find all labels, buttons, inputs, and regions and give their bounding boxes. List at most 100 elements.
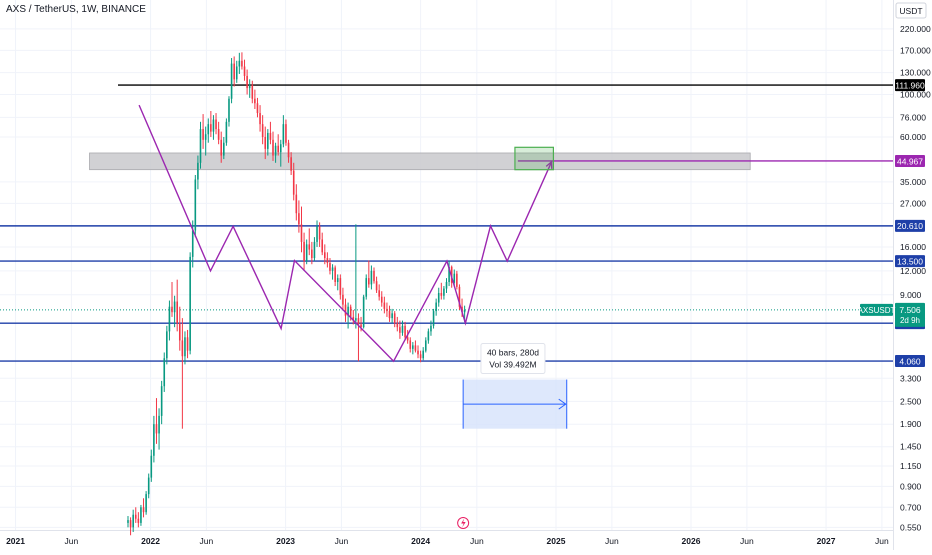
candle-body bbox=[412, 345, 414, 349]
candle-body bbox=[349, 306, 352, 317]
candle-body bbox=[145, 494, 147, 513]
candle-body bbox=[391, 313, 393, 319]
time-tick-label: Jun bbox=[335, 536, 349, 546]
candle-body bbox=[189, 256, 191, 351]
candle-body bbox=[378, 290, 380, 297]
candle-body bbox=[308, 244, 311, 250]
candle-body bbox=[380, 296, 383, 303]
price-tick-label: 3.300 bbox=[900, 373, 922, 383]
candle-body bbox=[246, 75, 248, 89]
candle-body bbox=[160, 386, 163, 416]
price-tick-label: 0.700 bbox=[900, 502, 922, 512]
candle-body bbox=[323, 252, 326, 259]
candle-body bbox=[321, 239, 324, 253]
candle-body bbox=[445, 281, 448, 289]
candle-body bbox=[217, 129, 220, 140]
symbol-title[interactable]: AXS / TetherUS, 1W, BINANCE bbox=[6, 4, 146, 15]
candle-body bbox=[191, 230, 194, 257]
price-tick-label: 100.000 bbox=[900, 89, 931, 99]
measure-label-box bbox=[480, 343, 546, 375]
candle-body bbox=[383, 302, 386, 309]
price-tick-label: 27.000 bbox=[900, 198, 926, 208]
candle-body bbox=[331, 267, 334, 271]
candle-body bbox=[204, 134, 207, 140]
level-price-tag bbox=[895, 79, 925, 92]
pattern-path[interactable] bbox=[138, 104, 553, 363]
candle-body bbox=[360, 324, 362, 328]
candle-body bbox=[168, 306, 171, 332]
candle-body bbox=[295, 194, 298, 214]
candle-body bbox=[285, 124, 287, 143]
candle-body bbox=[373, 270, 375, 282]
price-tick-label: 16.000 bbox=[900, 242, 926, 252]
candle-body bbox=[316, 226, 318, 242]
candle-body bbox=[404, 325, 406, 338]
candle-body bbox=[215, 119, 217, 130]
time-tick-label: 2021 bbox=[6, 536, 25, 546]
candle-body bbox=[422, 350, 424, 359]
candle-body bbox=[355, 318, 357, 321]
candle-body bbox=[370, 270, 373, 285]
candle-body bbox=[386, 308, 388, 312]
time-tick-label: 2023 bbox=[276, 536, 295, 546]
candle-body bbox=[199, 129, 202, 163]
candle-body bbox=[311, 249, 313, 259]
level-price-label: 20.610 bbox=[897, 221, 923, 231]
candle-body bbox=[142, 507, 145, 513]
lightning-icon-glyph bbox=[461, 518, 466, 528]
target-box[interactable] bbox=[514, 146, 555, 171]
candle-body bbox=[344, 304, 347, 316]
candle-body bbox=[184, 337, 186, 357]
time-tick-label: Jun bbox=[605, 536, 619, 546]
candle-body bbox=[417, 350, 419, 355]
candle-body bbox=[202, 129, 204, 140]
price-tick-label: 1.450 bbox=[900, 442, 922, 452]
candle-body bbox=[463, 309, 466, 313]
candle-body bbox=[176, 301, 178, 324]
time-axis[interactable]: 2021 Jun 2022 Jun 2023 Jun 2024 Jun 2025 Jun 2026 J… bbox=[6, 536, 889, 546]
price-tick-label: 0.900 bbox=[900, 481, 922, 491]
currency-label: USDT bbox=[899, 6, 922, 16]
date-range-measure[interactable]: 40 bars, 280d Vol 39.492M bbox=[462, 343, 568, 429]
price-tick-label: 35.000 bbox=[900, 177, 926, 187]
level-price-tag bbox=[895, 255, 925, 268]
candle-body bbox=[399, 327, 401, 333]
symbol-tag-label: AXSUSDT bbox=[858, 306, 896, 315]
candle-body bbox=[230, 63, 233, 99]
candle-body bbox=[419, 354, 422, 359]
candle-body bbox=[448, 266, 450, 282]
candle-body bbox=[233, 63, 235, 80]
candle-body bbox=[235, 66, 238, 80]
candle-body bbox=[440, 292, 443, 296]
candle-body bbox=[357, 318, 360, 325]
price-axis[interactable]: USDT 220.000 170.000 130.000 100.000 76.000 60… bbox=[895, 2, 931, 532]
price-tick-label: 170.000 bbox=[900, 45, 931, 55]
candle-body bbox=[347, 306, 349, 316]
candle-body bbox=[274, 145, 277, 156]
currency-box[interactable] bbox=[895, 2, 927, 19]
level-price-label: 4.060 bbox=[899, 356, 921, 366]
candle-body bbox=[414, 345, 417, 351]
candle-body bbox=[437, 292, 440, 303]
time-tick-label: 2025 bbox=[547, 536, 566, 546]
candle-body bbox=[178, 323, 181, 341]
candle-body bbox=[406, 337, 409, 341]
candle-body bbox=[305, 244, 308, 262]
candle-body bbox=[388, 311, 391, 319]
candle-body bbox=[269, 132, 272, 140]
candles bbox=[127, 52, 466, 536]
candle-body bbox=[163, 358, 166, 387]
candle-body bbox=[155, 424, 158, 434]
grid-lines bbox=[0, 0, 893, 530]
candle-body bbox=[290, 157, 292, 171]
candle-body bbox=[241, 60, 243, 67]
candle-body bbox=[212, 119, 215, 132]
candle-body bbox=[424, 340, 427, 351]
candle-body bbox=[396, 323, 399, 328]
candle-body bbox=[140, 507, 142, 523]
pattern-arrowhead bbox=[545, 160, 553, 169]
price-tick-label: 130.000 bbox=[900, 68, 931, 78]
